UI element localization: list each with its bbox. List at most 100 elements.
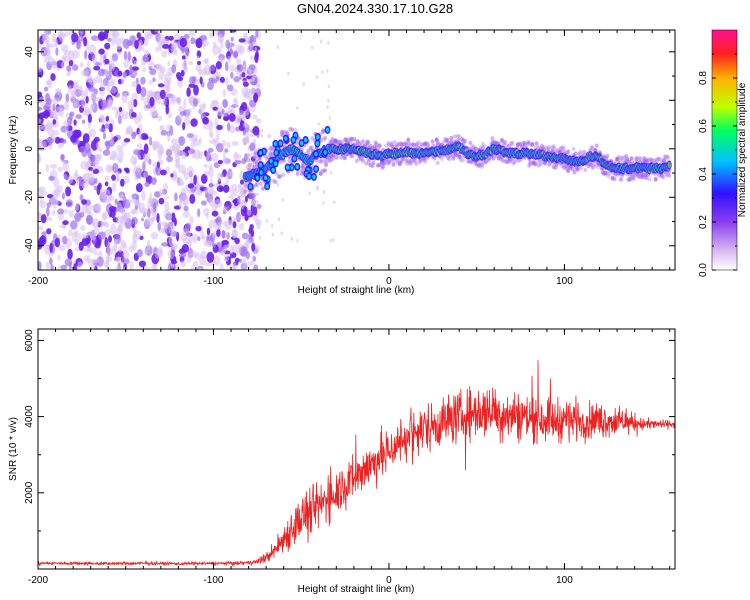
noise-blob xyxy=(153,202,157,213)
noise-blob xyxy=(238,38,246,43)
ridge-halo xyxy=(334,155,339,160)
noise-blob xyxy=(327,98,330,103)
noise-blob xyxy=(149,136,153,147)
noise-blob xyxy=(38,66,42,73)
ridge-halo xyxy=(667,169,672,174)
noise-blob xyxy=(185,112,190,119)
noise-blob xyxy=(252,114,258,120)
noise-blob xyxy=(242,257,247,265)
noise-blob xyxy=(180,69,185,77)
noise-blob xyxy=(166,213,172,221)
noise-blob xyxy=(253,264,259,270)
noise-blob xyxy=(220,43,224,48)
noise-blob xyxy=(76,39,81,50)
noise-blob xyxy=(97,182,102,190)
noise-blob xyxy=(255,118,262,124)
noise-blob xyxy=(125,126,133,135)
noise-blob xyxy=(238,109,244,116)
noise-blob xyxy=(322,201,325,206)
noise-blob xyxy=(157,83,165,88)
noise-blob xyxy=(122,242,127,251)
noise-blob xyxy=(46,216,53,222)
noise-blob xyxy=(193,139,201,147)
noise-blob xyxy=(183,66,189,73)
noise-blob xyxy=(296,106,299,111)
noise-blob xyxy=(125,111,129,116)
ridge-blob-core xyxy=(300,140,304,146)
noise-blob xyxy=(246,95,253,101)
noise-blob xyxy=(52,119,57,125)
noise-blob xyxy=(104,123,110,129)
ridge-halo xyxy=(301,164,305,169)
ridge-halo xyxy=(566,168,571,174)
noise-blob xyxy=(130,155,138,165)
noise-blob xyxy=(38,152,41,164)
noise-blob xyxy=(93,185,98,191)
ridge-halo xyxy=(594,143,599,148)
ridge-halo xyxy=(447,156,452,162)
noise-blob xyxy=(183,98,187,109)
ridge-halo xyxy=(441,140,445,145)
noise-blob xyxy=(118,246,123,253)
ridge-halo xyxy=(252,159,257,165)
y-tick-label: 6000 xyxy=(24,329,35,352)
noise-blob xyxy=(156,213,160,223)
noise-blob xyxy=(86,215,93,225)
ridge-halo xyxy=(451,156,456,161)
noise-blob xyxy=(117,224,124,232)
noise-blob xyxy=(63,173,68,180)
colorbar-ticks: 0.0 0.2 0.4 0.6 0.8 xyxy=(698,53,737,277)
noise-blob xyxy=(239,74,243,80)
noise-blob xyxy=(96,256,104,267)
noise-blob xyxy=(165,104,170,115)
noise-blob xyxy=(84,142,91,154)
noise-blob xyxy=(321,70,324,74)
noise-blob xyxy=(122,38,130,49)
ridge-blob-core xyxy=(284,136,288,141)
noise-blob xyxy=(326,68,329,73)
noise-blob xyxy=(44,244,52,249)
noise-blob xyxy=(248,64,256,71)
noise-blob xyxy=(181,151,187,160)
noise-blob xyxy=(186,87,191,97)
noise-blob xyxy=(134,40,139,50)
noise-blob xyxy=(50,196,59,205)
ridge-halo xyxy=(407,143,412,149)
noise-blob xyxy=(51,33,57,43)
noise-blob xyxy=(222,98,228,109)
noise-blob xyxy=(269,134,272,139)
noise-blob xyxy=(232,229,238,239)
noise-blob xyxy=(216,124,223,131)
snr-axes: -200 -100 0 100 2000 4000 6000 xyxy=(24,329,675,586)
noise-blob xyxy=(158,69,165,80)
x-tick-label: 100 xyxy=(556,575,573,586)
noise-blob xyxy=(182,169,187,176)
noise-blob xyxy=(91,258,100,264)
noise-blob xyxy=(121,141,127,147)
noise-blob xyxy=(161,242,169,247)
noise-blob xyxy=(221,108,225,115)
noise-blob xyxy=(108,235,112,243)
noise-blob xyxy=(48,175,55,181)
noise-blob xyxy=(311,45,314,50)
noise-blob xyxy=(222,184,230,193)
noise-blob xyxy=(173,217,177,227)
noise-blob xyxy=(107,97,113,107)
noise-blob xyxy=(212,45,220,56)
noise-blob xyxy=(214,255,221,266)
noise-blob xyxy=(88,86,96,92)
noise-blob xyxy=(81,203,89,214)
snr-xlabel: Height of straight line (km) xyxy=(298,584,415,595)
noise-blob xyxy=(96,141,101,150)
noise-blob xyxy=(167,131,171,143)
ridge-halo xyxy=(468,140,473,146)
ridge-halo xyxy=(414,161,419,167)
ridge-halo xyxy=(547,145,552,150)
colorbar-gradient xyxy=(711,29,738,271)
noise-blob xyxy=(189,216,194,225)
ridge-halo xyxy=(352,137,357,142)
noise-blob xyxy=(74,212,82,222)
noise-blob xyxy=(81,199,88,205)
noise-blob xyxy=(327,40,330,45)
noise-blob xyxy=(254,53,259,64)
